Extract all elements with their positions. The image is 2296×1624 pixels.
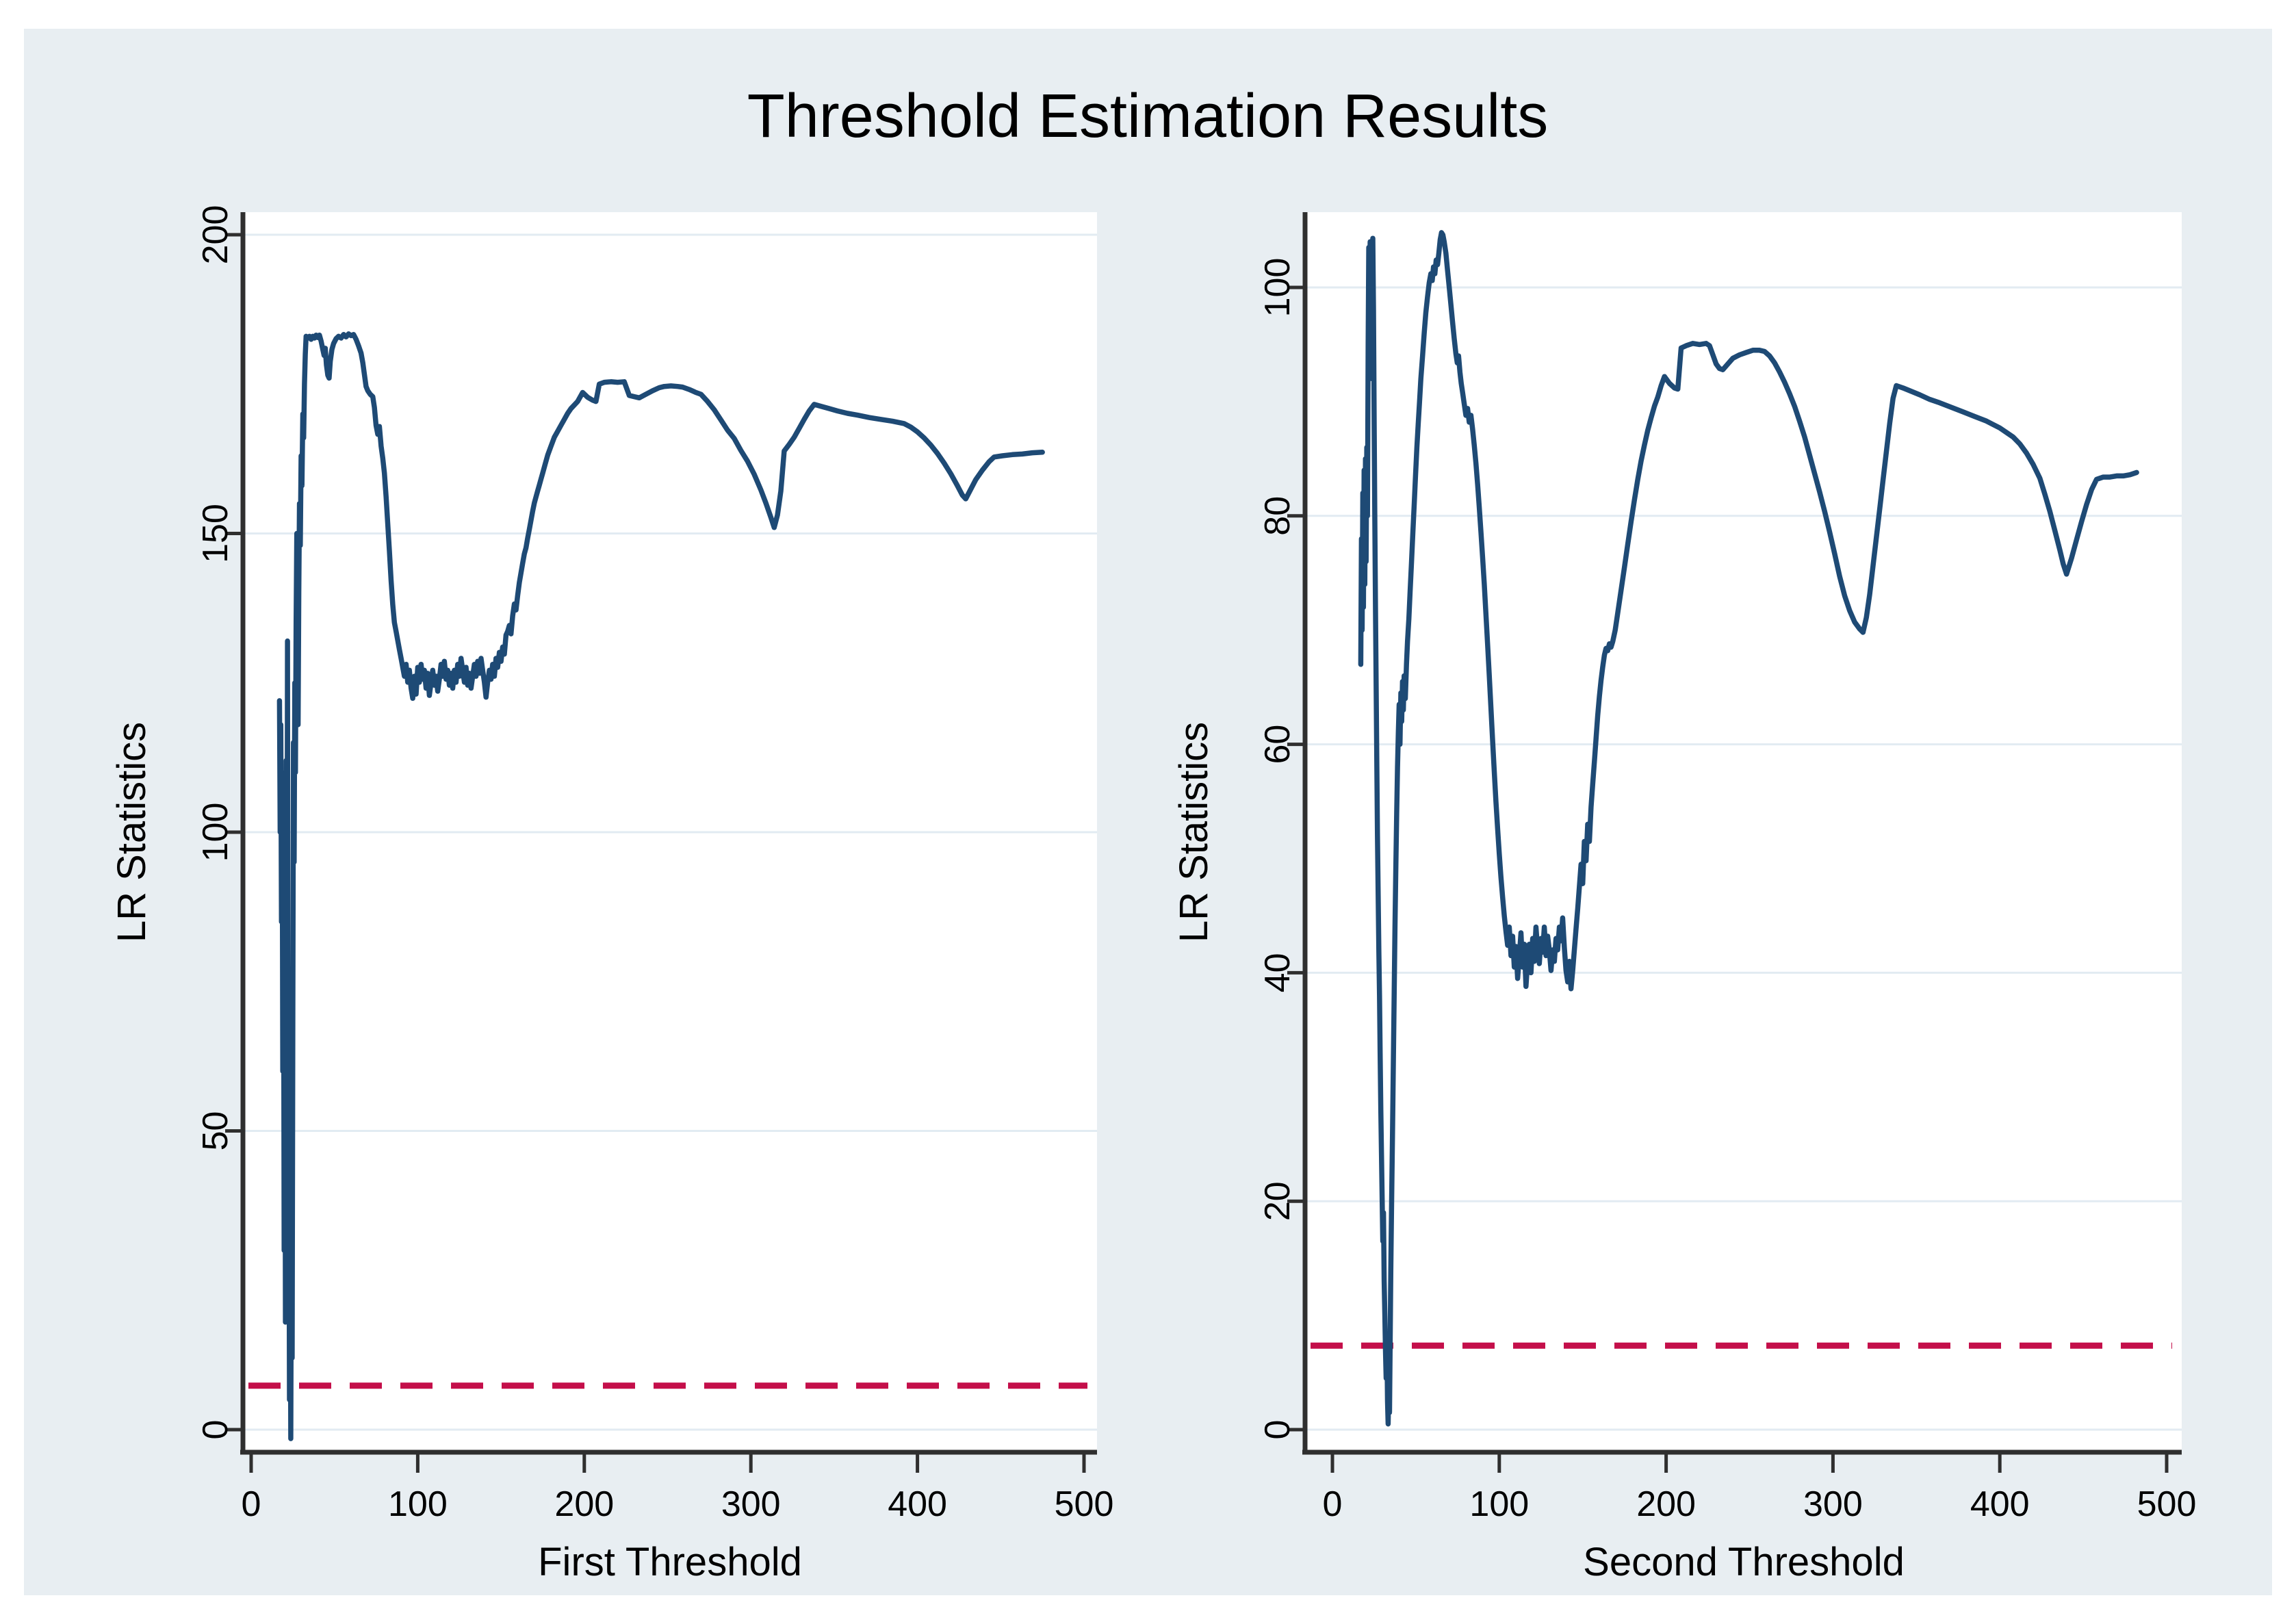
x-tick-label: 500 bbox=[1055, 1484, 1114, 1524]
y-tick-label: 60 bbox=[1258, 725, 1298, 764]
y-tick-label: 50 bbox=[196, 1111, 235, 1151]
x-axis-title-right: Second Threshold bbox=[1583, 1540, 1905, 1584]
y-tick-label: 100 bbox=[1258, 258, 1298, 318]
x-tick-label: 500 bbox=[2137, 1484, 2197, 1524]
y-tick-label: 100 bbox=[196, 803, 235, 862]
x-tick-label: 300 bbox=[1803, 1484, 1863, 1524]
x-axis-title-left: First Threshold bbox=[538, 1540, 802, 1584]
y-axis-title-left: LR Statistics bbox=[109, 722, 154, 942]
y-tick-label: 0 bbox=[1258, 1420, 1298, 1440]
x-tick-label: 0 bbox=[242, 1484, 261, 1524]
x-tick-label: 400 bbox=[1970, 1484, 2030, 1524]
x-tick-label: 200 bbox=[1636, 1484, 1696, 1524]
lr-curve bbox=[276, 331, 1045, 1441]
panel-second-threshold: 0 20 40 60 80 100 0 100 200 300 400 500 bbox=[1258, 212, 2196, 1524]
lr-curve bbox=[1358, 230, 2139, 1427]
x-tick-label: 100 bbox=[1469, 1484, 1529, 1524]
x-tick-label: 200 bbox=[554, 1484, 614, 1524]
y-tick-label: 150 bbox=[196, 504, 235, 563]
y-axis-title-right: LR Statistics bbox=[1172, 722, 1216, 942]
x-tick-label: 100 bbox=[388, 1484, 448, 1524]
chart-title: Threshold Estimation Results bbox=[747, 82, 1548, 151]
plot-area bbox=[1305, 212, 2182, 1452]
y-tick-label: 0 bbox=[196, 1420, 235, 1440]
y-tick-label: 200 bbox=[196, 205, 235, 265]
x-tick-label: 0 bbox=[1323, 1484, 1343, 1524]
y-tick-label: 80 bbox=[1258, 496, 1298, 536]
panel-first-threshold: 0 50 100 150 200 0 100 200 300 400 500 bbox=[196, 205, 1113, 1524]
x-tick-label: 400 bbox=[888, 1484, 947, 1524]
y-tick-label: 40 bbox=[1258, 953, 1298, 992]
y-tick-label: 20 bbox=[1258, 1181, 1298, 1221]
x-tick-label: 300 bbox=[721, 1484, 781, 1524]
